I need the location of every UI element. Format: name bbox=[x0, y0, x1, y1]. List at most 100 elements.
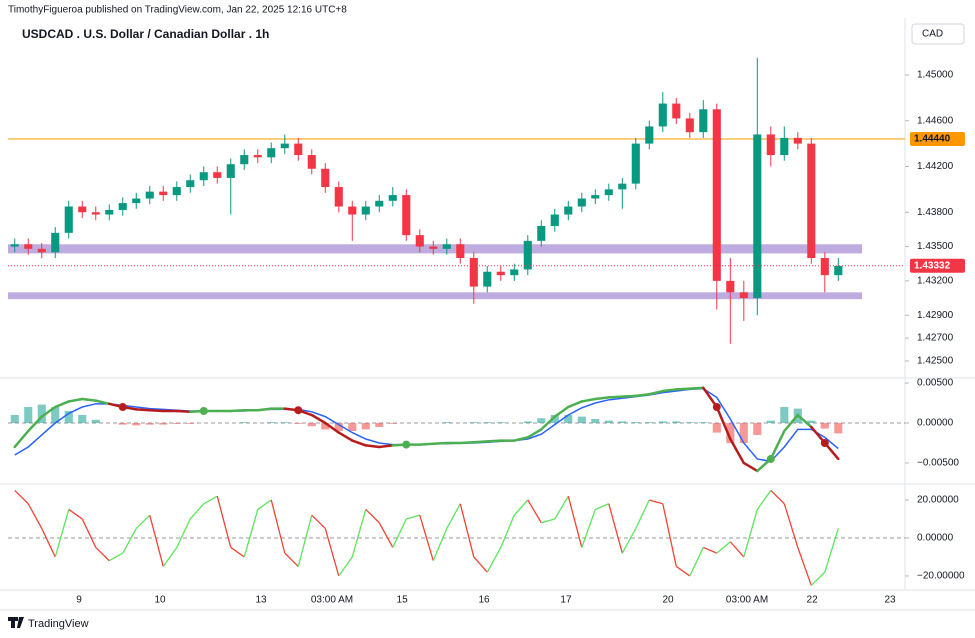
y-tick-label: −0.00500 bbox=[917, 458, 959, 469]
x-tick-label: 15 bbox=[397, 595, 409, 606]
histogram-bar bbox=[64, 411, 73, 424]
histogram-bar bbox=[51, 407, 60, 424]
candle-body bbox=[645, 126, 654, 144]
histogram-bar bbox=[267, 422, 276, 424]
oscillator-segment bbox=[743, 509, 758, 558]
histogram-bar bbox=[469, 422, 478, 424]
macd-segment bbox=[661, 388, 678, 393]
candle-body bbox=[361, 206, 370, 215]
y-tick-label: 1.44600 bbox=[917, 115, 954, 126]
histogram-bar bbox=[388, 423, 397, 424]
macd-segment bbox=[256, 407, 273, 412]
oscillator-segment bbox=[324, 528, 340, 577]
oscillator-segment bbox=[216, 495, 232, 548]
histogram-bar bbox=[604, 420, 613, 424]
oscillator-segment bbox=[567, 495, 583, 548]
macd-segment bbox=[729, 437, 746, 465]
histogram-bar bbox=[361, 423, 370, 430]
candle-body bbox=[51, 232, 60, 253]
oscillator-segment bbox=[689, 547, 704, 577]
cross-dot bbox=[294, 406, 303, 415]
macd-segment bbox=[553, 405, 570, 418]
y-tick-label: 1.42700 bbox=[917, 333, 954, 344]
candle-body bbox=[402, 195, 411, 236]
currency-box[interactable] bbox=[911, 23, 965, 45]
candle-body bbox=[766, 134, 775, 156]
candle-body bbox=[267, 148, 276, 158]
oscillator-segment bbox=[14, 489, 29, 505]
macd-segment bbox=[594, 396, 611, 401]
candle-body bbox=[753, 134, 762, 299]
y-tick-label: 1.42900 bbox=[917, 310, 954, 321]
macd-segment bbox=[472, 440, 489, 444]
histogram-bar bbox=[537, 418, 546, 424]
macd-segment bbox=[310, 413, 327, 425]
histogram-bar bbox=[37, 404, 46, 424]
x-tick-label: 23 bbox=[884, 595, 896, 606]
macd-segment bbox=[337, 431, 354, 442]
oscillator-segment bbox=[338, 556, 353, 577]
histogram-bar bbox=[10, 415, 19, 424]
macd-segment bbox=[796, 413, 813, 429]
y-tick-label: 1.43800 bbox=[917, 207, 954, 218]
histogram-bar bbox=[483, 422, 492, 424]
macd-segment bbox=[675, 387, 692, 391]
histogram-bar bbox=[550, 415, 559, 424]
macd-segment bbox=[648, 389, 665, 396]
histogram-bar bbox=[834, 423, 843, 434]
oscillator-segment bbox=[500, 514, 515, 548]
candle-body bbox=[280, 143, 289, 149]
oscillator-segment bbox=[459, 503, 475, 558]
cross-dot bbox=[402, 440, 411, 449]
candle-body bbox=[132, 198, 141, 204]
macd-segment bbox=[607, 395, 624, 399]
macd-segment bbox=[540, 415, 557, 431]
oscillator-segment bbox=[122, 528, 137, 554]
histogram-bar bbox=[658, 421, 667, 424]
histogram-bar bbox=[726, 423, 735, 443]
macd-segment bbox=[715, 405, 732, 441]
histogram-bar bbox=[294, 423, 303, 424]
candle-body bbox=[294, 143, 303, 156]
candle-body bbox=[699, 109, 708, 133]
macd-segment bbox=[27, 415, 44, 433]
macd-segment bbox=[40, 405, 57, 418]
oscillator-segment bbox=[230, 546, 245, 558]
histogram-bar bbox=[591, 419, 600, 424]
y-tick-label: 0.00500 bbox=[917, 378, 954, 389]
candle-body bbox=[577, 198, 586, 207]
last-price-label: 1.43332 bbox=[914, 260, 951, 271]
macd-segment bbox=[418, 442, 435, 446]
candle-body bbox=[145, 191, 154, 199]
oscillator-segment bbox=[135, 514, 151, 529]
histogram-bar bbox=[631, 422, 640, 424]
histogram-bar bbox=[334, 423, 343, 431]
cross-dot bbox=[118, 403, 127, 412]
histogram-bar bbox=[348, 423, 357, 431]
y-tick-label: 1.43500 bbox=[917, 241, 954, 252]
oscillator-segment bbox=[432, 528, 448, 561]
cross-dot bbox=[199, 407, 208, 416]
oscillator-segment bbox=[365, 508, 380, 524]
macd-segment bbox=[378, 444, 395, 449]
candle-body bbox=[375, 200, 384, 207]
macd-segment bbox=[742, 461, 759, 473]
macd-segment bbox=[432, 441, 449, 446]
histogram-bar bbox=[78, 415, 87, 424]
candle-body bbox=[253, 155, 262, 158]
y-tick-label: 1.44200 bbox=[917, 161, 954, 172]
zone bbox=[8, 244, 862, 254]
oscillator-segment bbox=[486, 547, 502, 573]
histogram-bar bbox=[442, 422, 451, 424]
candle-body bbox=[159, 191, 168, 196]
histogram-bar bbox=[118, 423, 127, 425]
zone bbox=[8, 292, 862, 300]
candle-body bbox=[537, 225, 546, 241]
oscillator-segment bbox=[446, 503, 461, 529]
candle-body bbox=[712, 109, 721, 281]
candle-body bbox=[64, 206, 73, 233]
y-tick-label: 1.42500 bbox=[917, 356, 954, 367]
macd-segment bbox=[81, 397, 98, 402]
